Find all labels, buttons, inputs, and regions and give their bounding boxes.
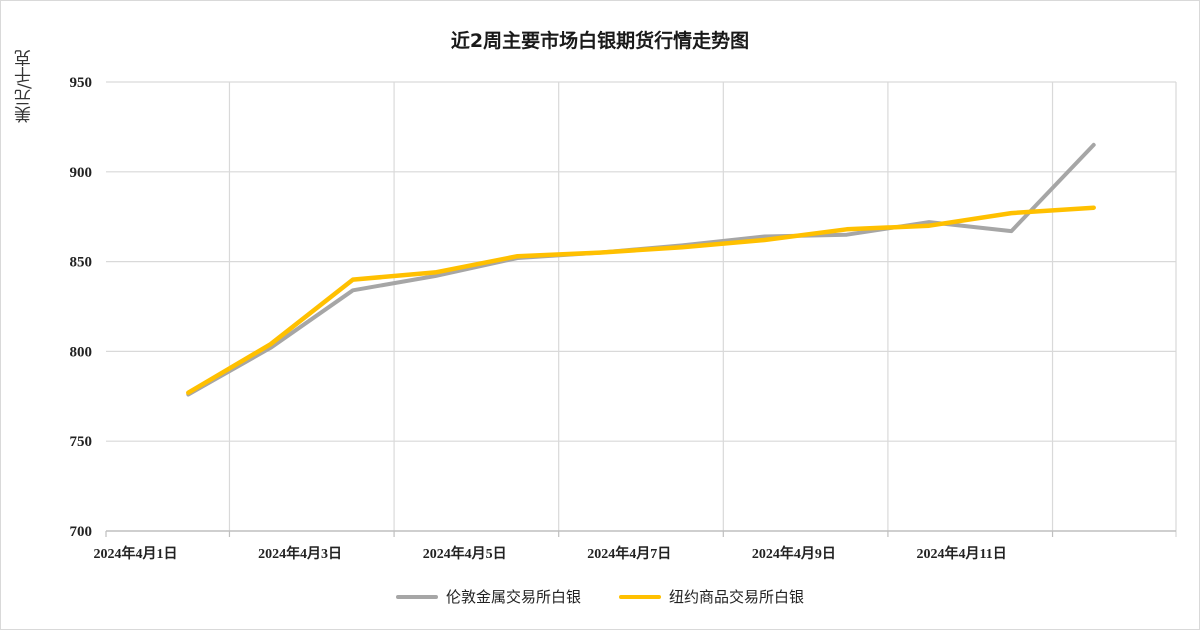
y-tick-label: 700 (70, 524, 93, 540)
y-gridlines (106, 81, 1176, 442)
legend-label-comex: 纽约商品交易所白银 (669, 588, 805, 606)
legend-swatch-comex (619, 594, 661, 599)
legend: 伦敦金属交易所白银 纽约商品交易所白银 (0, 586, 1200, 607)
x-tick-label: 2024年4月9日 (752, 545, 836, 562)
chart-title: 近2周主要市场白银期货行情走势图 (450, 30, 750, 52)
x-tick-label: 2024年4月3日 (258, 545, 342, 562)
y-tick-label: 850 (70, 255, 93, 271)
y-tick-labels: 700 750 800 850 900 950 (70, 75, 93, 540)
legend-label-lme: 伦敦金属交易所白银 (445, 588, 581, 606)
legend-item-comex: 纽约商品交易所白银 (619, 586, 804, 607)
x-tick-label: 2024年4月1日 (93, 545, 177, 562)
x-tick-label: 2024年4月7日 (587, 545, 671, 562)
series-lines (186, 142, 1096, 397)
y-tick-label: 900 (70, 165, 93, 181)
series-line-lme (186, 142, 1096, 397)
legend-item-lme: 伦敦金属交易所白银 (395, 586, 581, 607)
x-gridlines (105, 82, 1177, 537)
legend-swatch-lme (395, 594, 438, 599)
y-tick-label: 950 (70, 75, 93, 91)
y-tick-label: 750 (70, 434, 93, 450)
x-tick-label: 2024年4月11日 (917, 545, 1007, 562)
x-tick-labels: 2024年4月1日 2024年4月3日 2024年4月5日 2024年4月7日 2024… (93, 545, 1006, 562)
y-tick-label: 800 (70, 344, 93, 360)
series-line-comex (186, 205, 1096, 395)
x-tick-label: 2024年4月5日 (423, 545, 507, 562)
